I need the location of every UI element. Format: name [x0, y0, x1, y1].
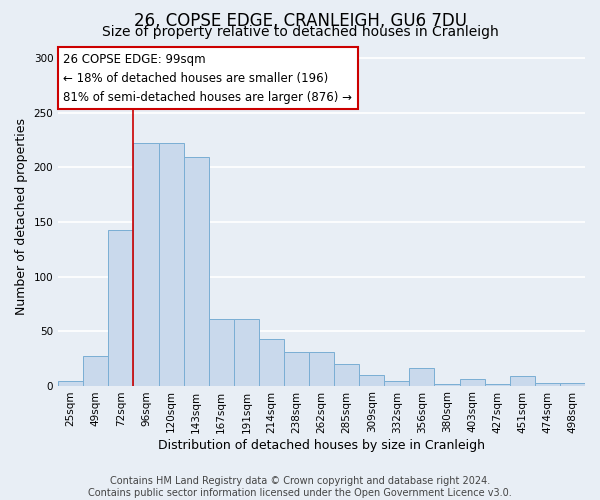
- Text: Contains HM Land Registry data © Crown copyright and database right 2024.
Contai: Contains HM Land Registry data © Crown c…: [88, 476, 512, 498]
- Bar: [58, 381, 83, 386]
- Bar: [133, 144, 158, 386]
- Bar: [535, 384, 560, 386]
- Bar: [460, 379, 485, 386]
- Bar: [510, 376, 535, 386]
- Bar: [485, 384, 510, 386]
- Bar: [259, 338, 284, 386]
- Bar: [209, 319, 234, 386]
- Bar: [385, 381, 409, 386]
- Y-axis label: Number of detached properties: Number of detached properties: [15, 118, 28, 315]
- Bar: [184, 156, 209, 386]
- Bar: [409, 368, 434, 386]
- Text: 26, COPSE EDGE, CRANLEIGH, GU6 7DU: 26, COPSE EDGE, CRANLEIGH, GU6 7DU: [133, 12, 467, 30]
- Bar: [359, 374, 385, 386]
- Bar: [234, 319, 259, 386]
- X-axis label: Distribution of detached houses by size in Cranleigh: Distribution of detached houses by size …: [158, 440, 485, 452]
- Bar: [158, 144, 184, 386]
- Bar: [334, 364, 359, 386]
- Bar: [109, 230, 133, 386]
- Bar: [284, 352, 309, 386]
- Text: 26 COPSE EDGE: 99sqm
← 18% of detached houses are smaller (196)
81% of semi-deta: 26 COPSE EDGE: 99sqm ← 18% of detached h…: [64, 52, 352, 104]
- Bar: [309, 352, 334, 386]
- Bar: [434, 384, 460, 386]
- Bar: [560, 384, 585, 386]
- Bar: [83, 356, 109, 386]
- Text: Size of property relative to detached houses in Cranleigh: Size of property relative to detached ho…: [101, 25, 499, 39]
